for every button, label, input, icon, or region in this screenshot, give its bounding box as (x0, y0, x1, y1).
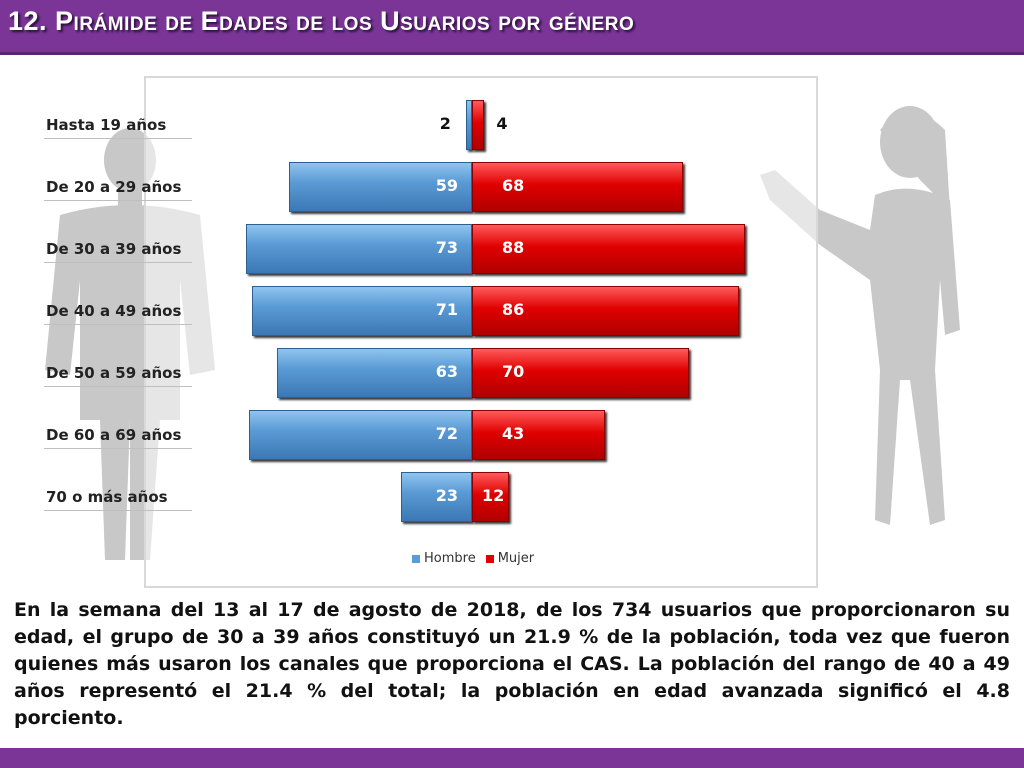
woman-silhouette-icon (760, 106, 960, 525)
bar-mujer (472, 224, 745, 274)
legend-swatch-hombre (412, 554, 420, 563)
category-label: De 20 a 29 años (46, 178, 182, 196)
bottom-bar (0, 748, 1024, 768)
legend-label-mujer: Mujer (497, 551, 535, 566)
legend-label-hombre: Hombre (424, 551, 476, 566)
chart-legend: Hombre Mujer (412, 551, 534, 566)
legend-swatch-mujer (485, 554, 494, 563)
value-label-hombre: 2 (439, 114, 451, 133)
category-underline (44, 510, 192, 511)
category-label: De 60 a 69 años (46, 426, 182, 444)
bar-mujer (472, 286, 739, 336)
category-underline (44, 386, 192, 387)
bar-hombre (251, 286, 472, 336)
value-label-mujer: 4 (496, 114, 508, 133)
value-label-mujer: 70 (502, 362, 525, 381)
slide-title: 12. Pirámide de Edades de los Usuarios p… (8, 6, 635, 36)
summary-paragraph: En la semana del 13 al 17 de agosto de 2… (14, 599, 1010, 729)
value-label-mujer: 88 (502, 238, 525, 257)
bar-mujer (472, 162, 683, 212)
bar-hombre (276, 348, 472, 398)
category-label: Hasta 19 años (46, 116, 167, 134)
bar-hombre (248, 410, 472, 460)
bar-mujer (472, 410, 606, 460)
category-label: 70 o más años (46, 488, 168, 506)
value-label-mujer: 43 (502, 424, 525, 443)
category-label: De 50 a 59 años (46, 364, 182, 382)
bar-hombre (289, 162, 472, 212)
category-underline (44, 138, 192, 139)
bar-hombre (245, 224, 472, 274)
category-label: De 30 a 39 años (46, 240, 182, 258)
legend-item-mujer: Mujer (485, 551, 535, 566)
value-label-hombre: 59 (435, 176, 458, 195)
value-label-hombre: 73 (435, 238, 458, 257)
bar-hombre (400, 472, 472, 522)
category-underline (44, 262, 192, 263)
bar-mujer (472, 348, 689, 398)
category-label: De 40 a 49 años (46, 302, 182, 320)
bar-mujer (472, 100, 485, 150)
value-label-mujer: 86 (502, 300, 525, 319)
value-label-mujer: 68 (502, 176, 525, 195)
bar-hombre (465, 100, 472, 150)
value-label-hombre: 71 (435, 300, 458, 319)
value-label-hombre: 72 (435, 424, 458, 443)
title-bar: 12. Pirámide de Edades de los Usuarios p… (0, 0, 1024, 55)
category-underline (44, 200, 192, 201)
value-label-mujer: 12 (482, 486, 505, 505)
category-underline (44, 324, 192, 325)
value-label-hombre: 23 (435, 486, 458, 505)
value-label-hombre: 63 (435, 362, 458, 381)
category-underline (44, 448, 192, 449)
legend-item-hombre: Hombre (412, 551, 476, 566)
bar-mujer (472, 472, 510, 522)
